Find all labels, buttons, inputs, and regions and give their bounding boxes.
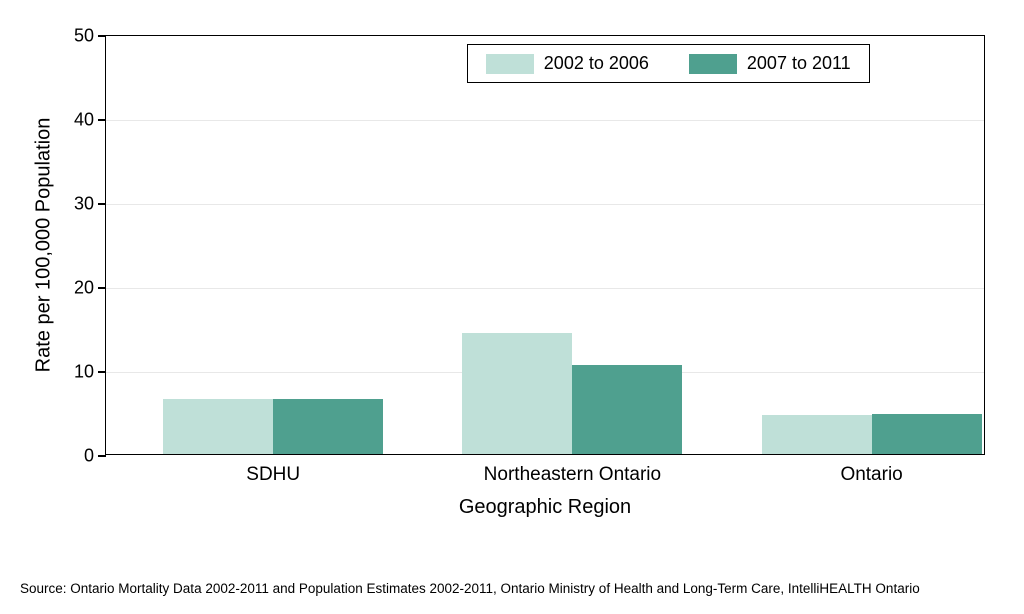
y-tick-label: 10	[74, 362, 94, 383]
gridline	[106, 120, 984, 121]
bar	[163, 399, 273, 454]
legend-swatch	[689, 54, 737, 74]
bar	[273, 399, 383, 454]
legend-item: 2007 to 2011	[689, 53, 851, 74]
legend-item: 2002 to 2006	[486, 53, 649, 74]
x-tick-label: Ontario	[840, 464, 902, 486]
source-note: Source: Ontario Mortality Data 2002-2011…	[20, 581, 920, 596]
legend-label: 2007 to 2011	[747, 53, 851, 74]
legend-swatch	[486, 54, 534, 74]
y-tick	[98, 119, 106, 121]
plot-area: Rate per 100,000 Population Geographic R…	[105, 35, 985, 455]
y-tick-label: 0	[84, 446, 94, 467]
x-tick-label: Northeastern Ontario	[484, 464, 661, 486]
y-tick	[98, 35, 106, 37]
gridline	[106, 288, 984, 289]
bar	[872, 414, 982, 454]
y-tick	[98, 203, 106, 205]
bar	[462, 333, 572, 454]
gridline	[106, 204, 984, 205]
x-axis-title: Geographic Region	[459, 496, 631, 519]
y-tick-label: 50	[74, 26, 94, 47]
y-tick	[98, 455, 106, 457]
legend-label: 2002 to 2006	[544, 53, 649, 74]
x-tick-label: SDHU	[246, 464, 300, 486]
bar	[762, 415, 872, 454]
bar	[572, 365, 682, 454]
y-tick	[98, 287, 106, 289]
chart-container: Rate per 100,000 Population Geographic R…	[75, 15, 1005, 515]
legend: 2002 to 2006 2007 to 2011	[467, 44, 870, 83]
y-tick	[98, 371, 106, 373]
y-tick-label: 40	[74, 110, 94, 131]
y-tick-label: 30	[74, 194, 94, 215]
y-tick-label: 20	[74, 278, 94, 299]
y-axis-title: Rate per 100,000 Population	[33, 118, 56, 373]
